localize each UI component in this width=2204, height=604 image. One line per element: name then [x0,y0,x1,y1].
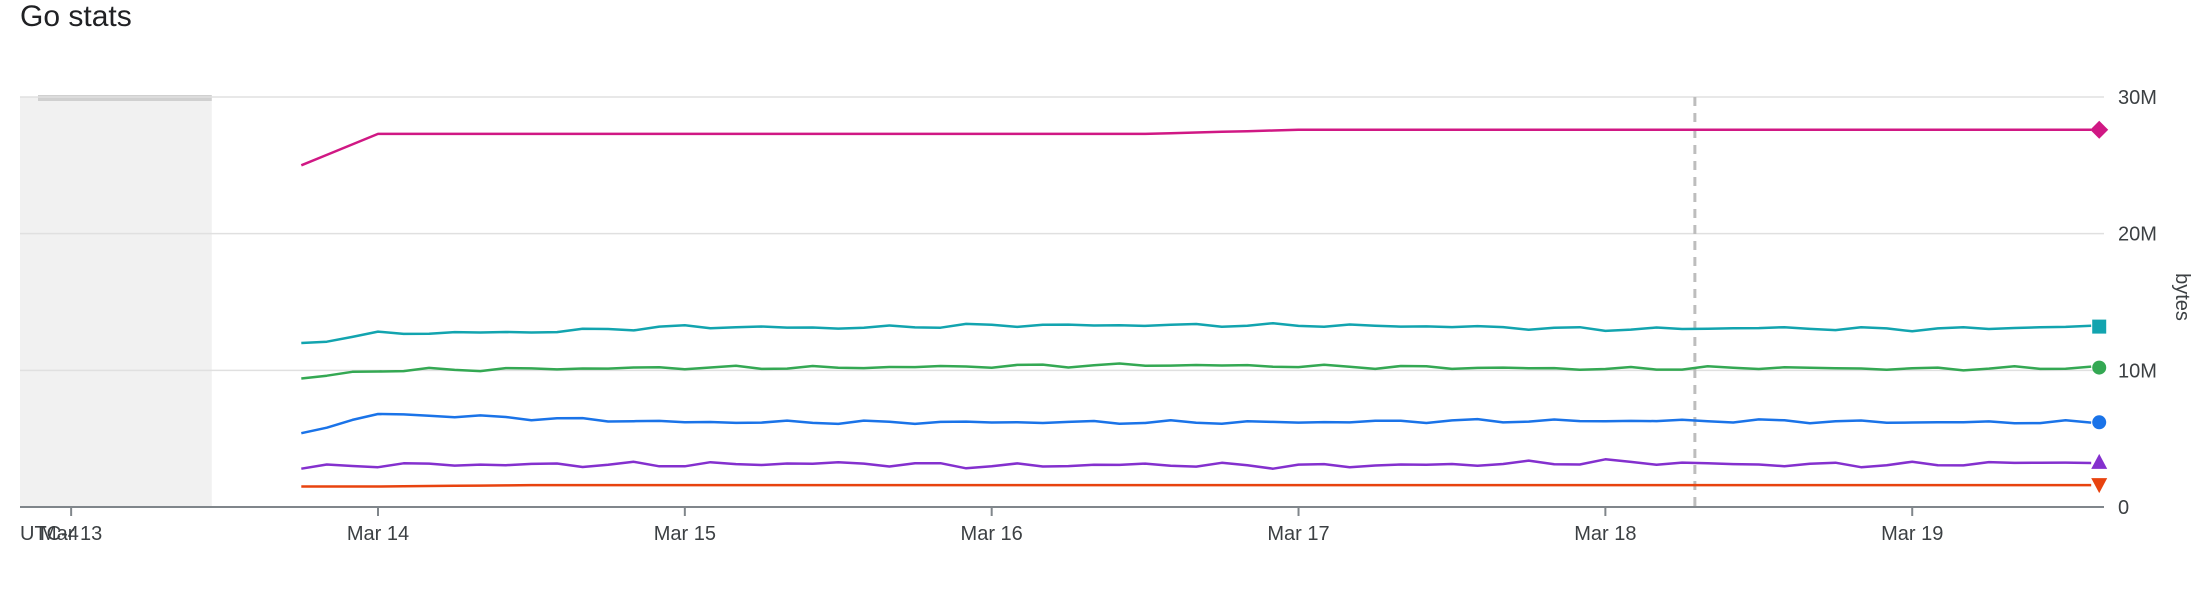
series-group [300,128,2092,488]
series-line [301,483,2092,488]
y-axis-label: bytes [2171,273,2193,321]
triangle-up-marker [2091,453,2108,469]
y-tick-label: 0 [2118,497,2129,519]
diamond-marker [2090,120,2109,139]
series-line [301,458,2092,470]
x-tick-label: Mar 18 [1574,523,1636,545]
y-tick-label: 20M [2118,224,2157,246]
series-line [301,412,2092,435]
grid-lines [20,96,2104,372]
x-tick-label: Mar 15 [654,523,716,545]
x-axis-ticks: Mar 13 Mar 14 Mar 15 Mar 16 Mar 17 Mar 18 Mar … [40,507,1943,545]
series-line [300,128,2092,167]
x-tick-label: Mar 13 [40,523,102,545]
circle-marker [2092,415,2107,430]
scroll-indicator[interactable] [38,95,212,101]
series-line [301,362,2092,380]
chart-title: Go stats [20,0,132,33]
y-axis-ticks: 0 10M 20M 30M [2118,87,2157,519]
y-tick-label: 10M [2118,360,2157,382]
x-tick-label: Mar 17 [1267,523,1329,545]
triangle-down-marker [2091,478,2108,494]
no-data-region [20,97,212,507]
x-tick-label: Mar 14 [347,523,409,545]
series-line [301,321,2092,345]
square-marker [2092,319,2107,334]
x-tick-label: Mar 16 [961,523,1023,545]
timezone-label: UTC-4 [20,523,79,545]
x-tick-label: Mar 19 [1881,523,1943,545]
series-end-markers [2090,120,2109,494]
y-tick-label: 30M [2118,87,2157,109]
circle-marker [2092,360,2107,375]
